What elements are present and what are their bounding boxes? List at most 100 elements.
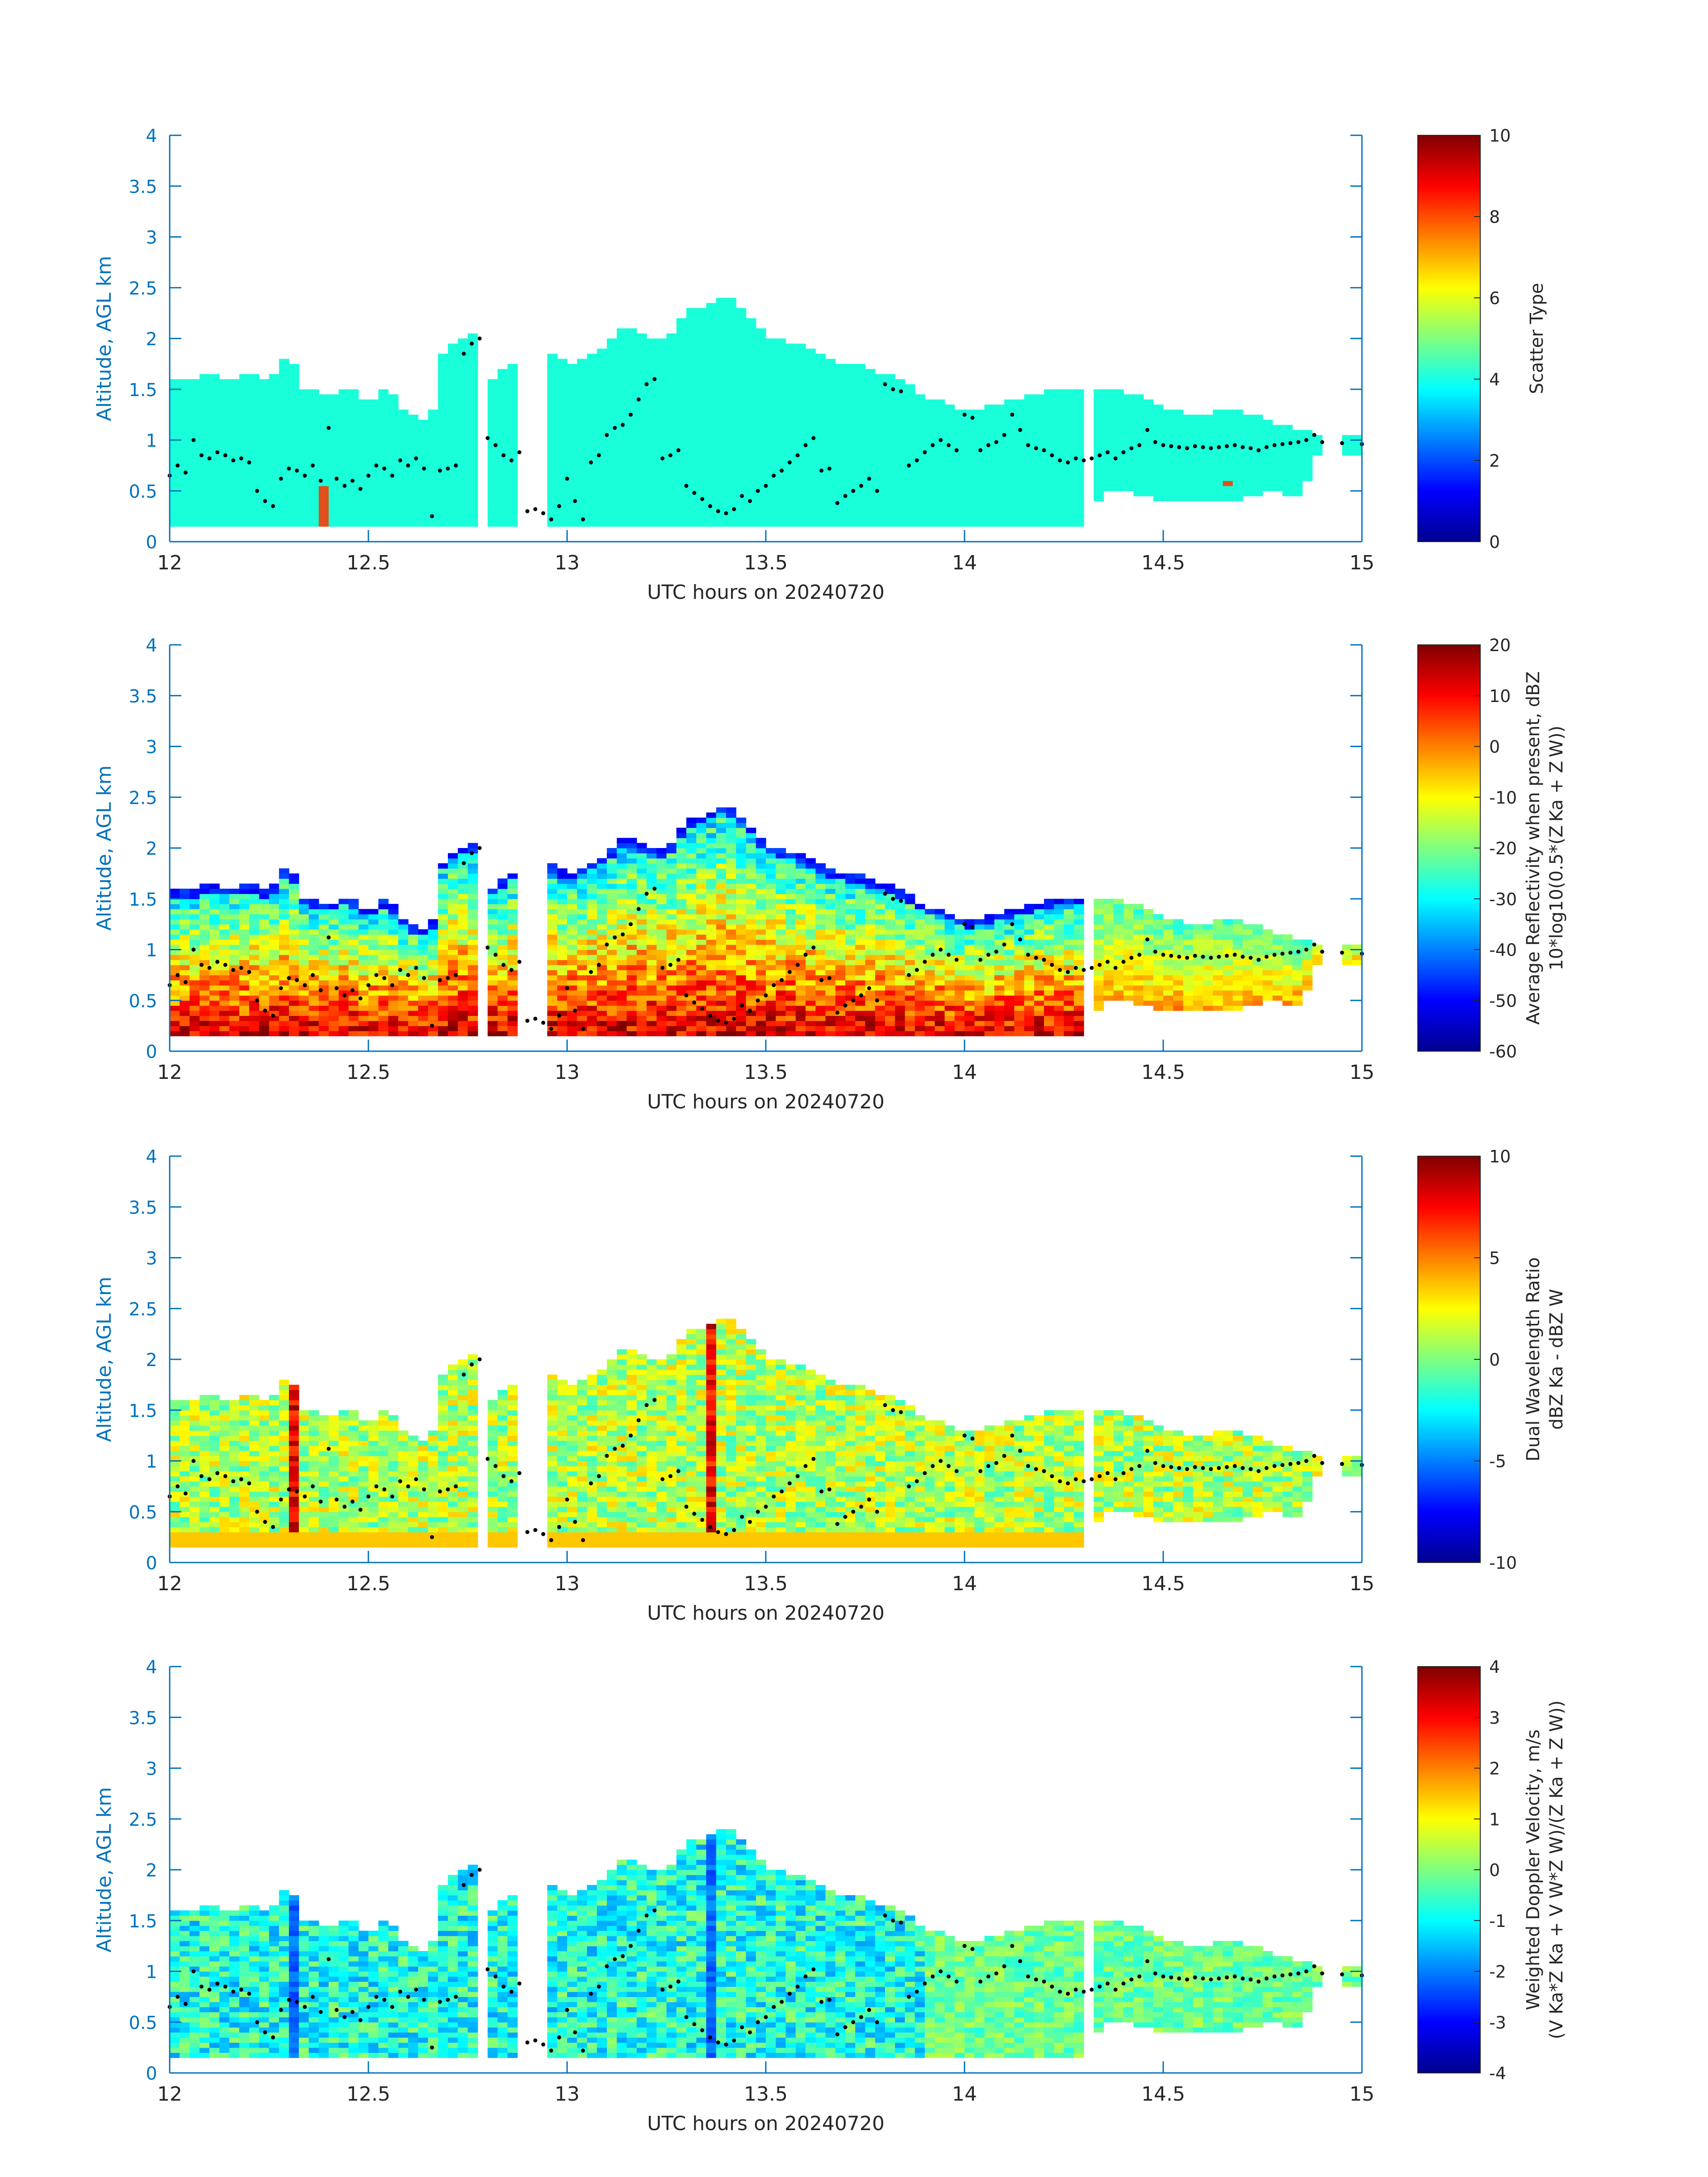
x-tick-label: 15 (1349, 552, 1374, 574)
heatmap-cell (855, 506, 866, 512)
heatmap-cell (1133, 450, 1144, 456)
heatmap-cell (299, 939, 309, 945)
heatmap-cell (567, 1031, 577, 1036)
heatmap-cell (666, 333, 677, 339)
heatmap-cell (895, 399, 906, 405)
heatmap-cell (418, 990, 429, 996)
heatmap-cell (567, 954, 577, 960)
heatmap-cell (706, 848, 717, 853)
heatmap-cell (994, 425, 1005, 430)
heatmap-cell (547, 481, 558, 486)
heatmap-cell (507, 379, 518, 384)
heatmap-cell (170, 980, 180, 986)
heatmap-cell (954, 440, 965, 446)
heatmap-cell (1232, 414, 1243, 420)
heatmap-cell (259, 995, 270, 1001)
heatmap-cell (865, 516, 876, 522)
heatmap-cell (448, 496, 458, 501)
heatmap-cell (776, 511, 786, 517)
heatmap-cell (1103, 485, 1114, 491)
heatmap-cell (398, 430, 409, 435)
heatmap-cell (507, 909, 518, 915)
heatmap-cell (696, 313, 707, 319)
heatmap-cell (716, 308, 727, 313)
heatmap-cell (587, 898, 597, 904)
heatmap-cell (209, 491, 220, 497)
heatmap-cell (696, 817, 707, 823)
heatmap-cell (488, 1000, 498, 1006)
heatmap-cell (507, 924, 518, 930)
heatmap-cell (597, 889, 607, 894)
heatmap-cell (666, 521, 677, 527)
heatmap-cell (219, 1026, 230, 1032)
heatmap-cell (776, 455, 786, 461)
heatmap-cell (547, 965, 558, 970)
heatmap-cell (1193, 460, 1203, 466)
heatmap-cell (636, 481, 647, 486)
heatmap-cell (269, 399, 280, 405)
heatmap-cell (756, 511, 766, 517)
heatmap-cell (1073, 399, 1084, 405)
heatmap-cell (219, 450, 230, 456)
heatmap-cell (607, 898, 617, 904)
heatmap-cell (507, 450, 518, 456)
heatmap-cell (974, 445, 985, 451)
mixing-layer-dot (605, 433, 609, 437)
heatmap-cell (1014, 501, 1025, 506)
heatmap-cell (706, 414, 717, 420)
heatmap-cell (299, 501, 309, 506)
heatmap-cell (696, 954, 707, 960)
heatmap-cell (269, 455, 280, 461)
heatmap-cell (219, 975, 230, 981)
heatmap-cell (368, 481, 379, 486)
heatmap-cell (925, 455, 935, 461)
heatmap-cell (875, 445, 885, 451)
heatmap-cell (497, 970, 508, 975)
heatmap-cell (785, 414, 796, 420)
heatmap-cell (885, 425, 895, 430)
heatmap-cell (686, 965, 697, 970)
heatmap-cell (269, 476, 280, 481)
heatmap-cell (647, 954, 657, 960)
heatmap-cell (845, 404, 856, 410)
heatmap-cell (666, 883, 677, 889)
heatmap-cell (299, 485, 309, 491)
heatmap-cell (547, 384, 558, 390)
heatmap-cell (686, 511, 697, 517)
heatmap-cell (1302, 455, 1313, 461)
heatmap-cell (189, 455, 200, 461)
heatmap-cell (577, 430, 588, 435)
heatmap-cell (676, 832, 687, 838)
heatmap-cell (626, 511, 637, 517)
heatmap-cell (189, 1031, 200, 1036)
heatmap-cell (636, 364, 647, 369)
heatmap-cell (626, 359, 637, 364)
heatmap-cell (398, 516, 409, 522)
heatmap-cell (318, 445, 329, 451)
heatmap-cell (388, 409, 399, 415)
heatmap-cell (468, 995, 478, 1001)
heatmap-cell (815, 460, 826, 466)
heatmap-cell (1272, 470, 1283, 476)
heatmap-cell (865, 460, 876, 466)
heatmap-cell (418, 939, 429, 945)
heatmap-cell (408, 460, 418, 466)
heatmap-cell (597, 359, 607, 364)
heatmap-cell (289, 1020, 299, 1026)
heatmap-cell (766, 409, 776, 415)
heatmap-cell (706, 924, 717, 930)
heatmap-cell (954, 491, 965, 497)
heatmap-cell (368, 501, 379, 506)
heatmap-cell (329, 990, 339, 996)
heatmap-cell (636, 924, 647, 930)
heatmap-cell (577, 440, 588, 446)
heatmap-cell (676, 470, 687, 476)
heatmap-cell (199, 506, 210, 512)
heatmap-cell (1044, 460, 1054, 466)
heatmap-cell (756, 521, 766, 527)
heatmap-cell (577, 476, 588, 481)
heatmap-cell (696, 929, 707, 935)
heatmap-cell (199, 1000, 210, 1006)
heatmap-cell (488, 511, 498, 517)
heatmap-cell (219, 980, 230, 986)
